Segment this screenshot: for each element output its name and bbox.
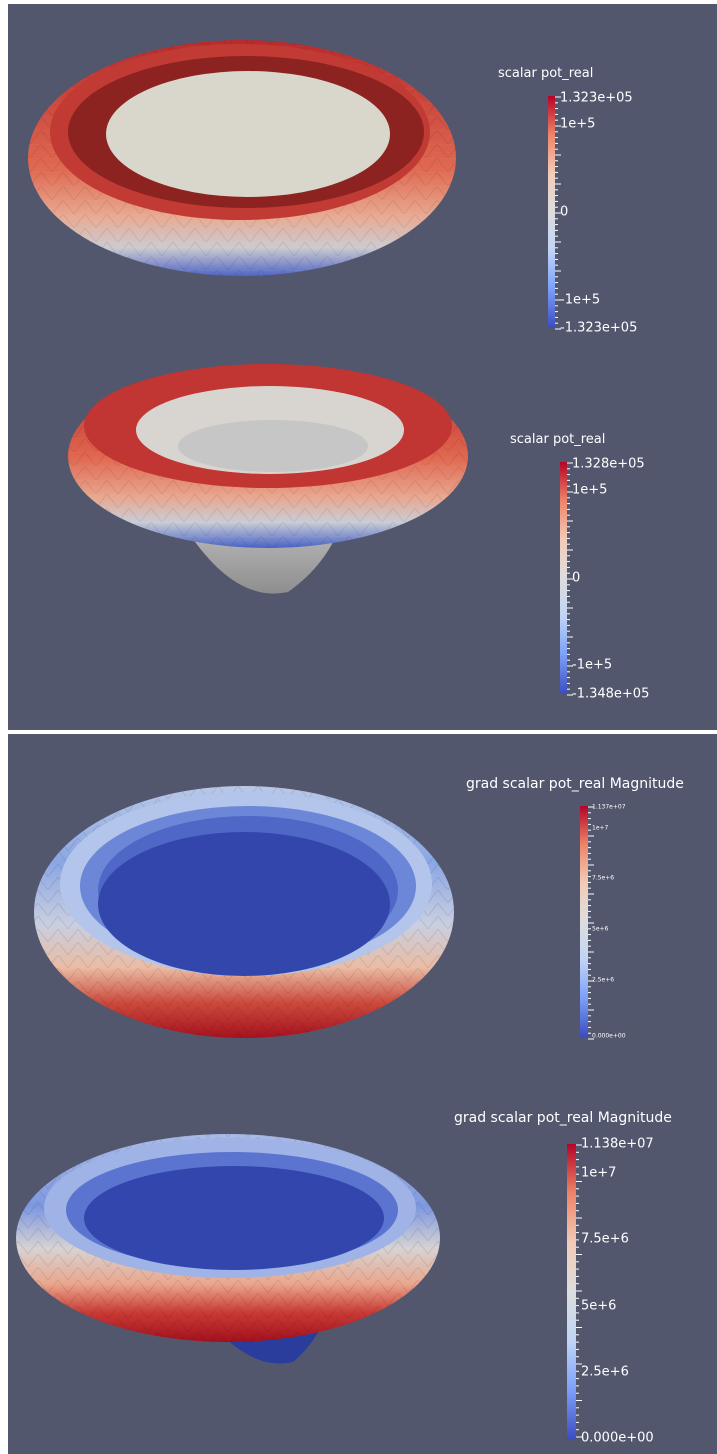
pot-legend-side: scalar pot_real 1.328e+05 1e+5 0 -1e+5 -… xyxy=(510,432,715,707)
pot-ring-side-view xyxy=(68,364,468,594)
legend-label: 7.5e+6 xyxy=(581,1231,629,1247)
legend-label: 0 xyxy=(572,570,581,586)
grad-inner-disc xyxy=(98,832,390,976)
legend-title: scalar pot_real xyxy=(498,66,594,81)
legend-min-label: -1.348e+05 xyxy=(572,686,650,702)
colorbar xyxy=(560,462,567,694)
legend-label: -1e+5 xyxy=(572,657,613,673)
legend-max-label: 1.323e+05 xyxy=(560,90,633,106)
grad-magnitude-render-panel: grad scalar pot_real Magnitude 1.137e+07… xyxy=(8,734,717,1454)
pot-legend-top: scalar pot_real 1.323e+05 1e+5 0 -1e+5 -… xyxy=(498,66,708,336)
legend-min-label: -1.323e+05 xyxy=(560,320,638,336)
pot-real-scene xyxy=(28,40,468,594)
legend-label: 1e+7 xyxy=(592,824,609,832)
colorbar-ticks xyxy=(567,462,573,696)
colorbar xyxy=(580,806,588,1037)
legend-title: scalar pot_real xyxy=(510,432,606,447)
grad-inner-cone xyxy=(84,1166,384,1270)
legend-label: 2.5e+6 xyxy=(592,976,615,984)
legend-label: 1e+5 xyxy=(560,116,596,132)
legend-title: grad scalar pot_real Magnitude xyxy=(454,1110,672,1126)
legend-label: 1e+5 xyxy=(572,482,608,498)
legend-min-label: 0.000e+00 xyxy=(581,1430,654,1446)
legend-label: 5e+6 xyxy=(592,925,609,933)
legend-label: 1e+7 xyxy=(581,1165,617,1181)
colorbar-ticks xyxy=(555,96,561,330)
grad-ring-side-view xyxy=(16,1134,440,1364)
grad-magnitude-scene xyxy=(16,786,454,1364)
legend-max-label: 1.138e+07 xyxy=(581,1136,654,1152)
legend-label: -1e+5 xyxy=(560,292,601,308)
pot-ring-top-view xyxy=(28,40,456,276)
pot-inner-disc xyxy=(106,71,390,197)
legend-min-label: 0.000e+00 xyxy=(592,1032,626,1040)
legend-title: grad scalar pot_real Magnitude xyxy=(466,776,684,792)
legend-label: 7.5e+6 xyxy=(592,874,615,882)
legend-max-label: 1.328e+05 xyxy=(572,456,645,472)
legend-label: 5e+6 xyxy=(581,1298,617,1314)
legend-label: 0 xyxy=(560,204,569,220)
grad-legend-side: grad scalar pot_real Magnitude 1.138e+07… xyxy=(454,1110,716,1450)
pot-real-render-panel: scalar pot_real 1.323e+05 1e+5 0 -1e+5 -… xyxy=(8,4,717,730)
colorbar-ticks xyxy=(576,1144,582,1438)
legend-label: 2.5e+6 xyxy=(581,1364,629,1380)
grad-legend-top: grad scalar pot_real Magnitude 1.137e+07… xyxy=(466,776,714,1046)
colorbar xyxy=(567,1144,576,1440)
colorbar-ticks xyxy=(588,806,594,1040)
colorbar xyxy=(548,96,555,328)
grad-ring-top-view xyxy=(34,786,454,1038)
legend-max-label: 1.137e+07 xyxy=(592,803,626,811)
